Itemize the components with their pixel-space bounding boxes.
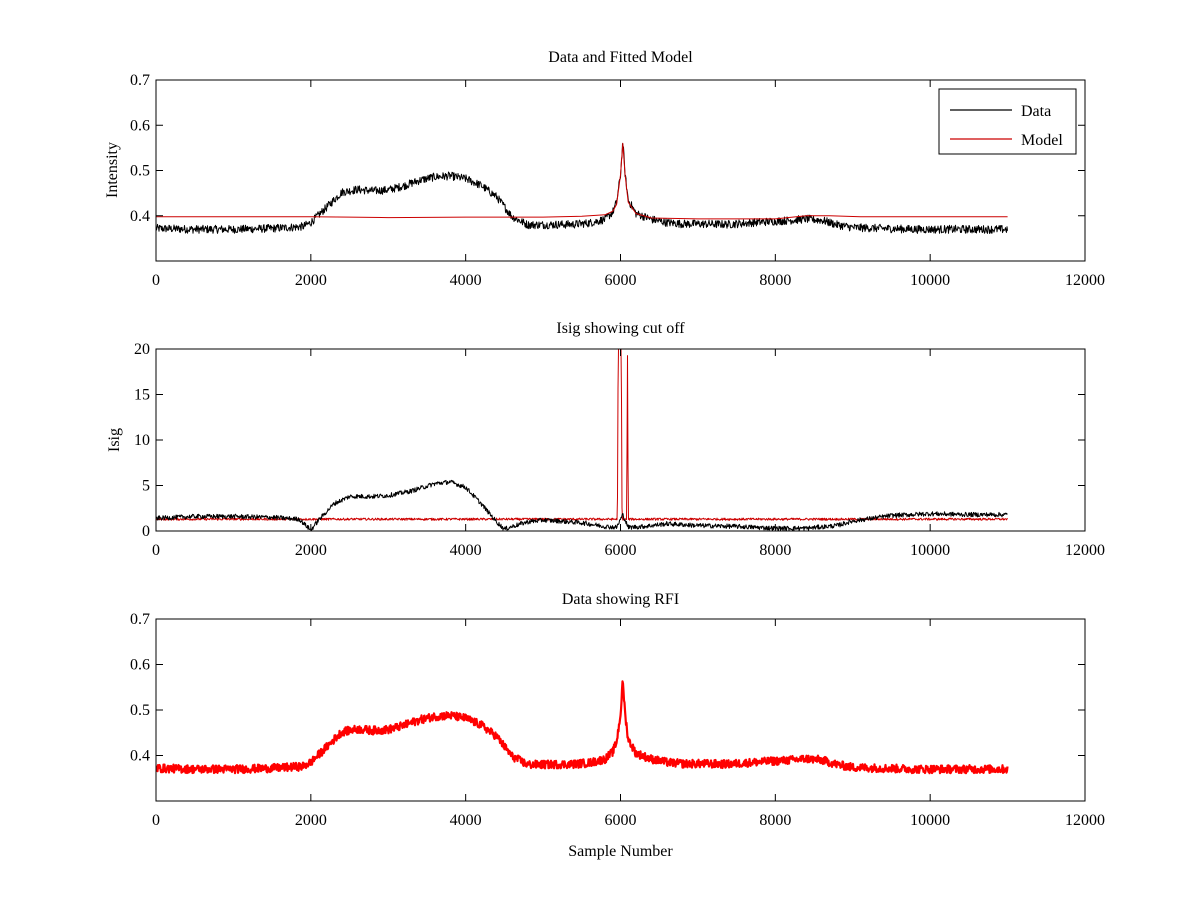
y-tick-label: 10	[134, 432, 150, 449]
legend-label-model: Model	[1021, 132, 1063, 149]
x-tick-label: 2000	[295, 272, 327, 289]
x-tick-label: 12000	[1065, 812, 1105, 829]
panel-data-showing-rfi: Data showing RFI 0 2000 4000 6000 8000 10000 1…	[130, 591, 1105, 860]
x-tick-label: 10000	[910, 812, 950, 829]
panel-title: Data showing RFI	[562, 591, 679, 608]
x-tick-label: 8000	[759, 812, 791, 829]
x-tick-label: 4000	[450, 542, 482, 559]
x-tick-label: 8000	[759, 542, 791, 559]
x-tick-label: 6000	[605, 272, 637, 289]
y-tick-label: 20	[134, 341, 150, 358]
y-tick-label: 0.7	[130, 611, 150, 628]
y-tick-label: 0.4	[130, 208, 150, 225]
axes-box	[155, 79, 1086, 262]
y-tick-label: 0.4	[130, 748, 150, 765]
x-tick-label: 0	[152, 542, 160, 559]
series-line-0	[156, 680, 1009, 775]
panel-title: Isig showing cut off	[556, 320, 685, 337]
y-tick-label: 0.7	[130, 72, 150, 89]
series-group	[156, 349, 1008, 531]
y-tick-label: 15	[134, 387, 150, 404]
x-tick-label: 10000	[910, 542, 950, 559]
y-tick-label: 0.5	[130, 163, 150, 180]
x-axis-label: Sample Number	[568, 843, 673, 860]
y-tick-label: 5	[142, 478, 150, 495]
y-axis-label: Isig	[106, 428, 123, 452]
x-tick-label: 6000	[605, 542, 637, 559]
y-tick-label: 0.6	[130, 117, 150, 134]
x-tick-label: 4000	[450, 812, 482, 829]
x-tick-label: 10000	[910, 272, 950, 289]
series-line-model	[156, 142, 1008, 220]
series-line-1	[156, 479, 1008, 531]
legend-box	[938, 88, 1077, 155]
y-tick-label: 0.6	[130, 657, 150, 674]
axes-box	[155, 348, 1086, 532]
axes-box	[155, 618, 1086, 802]
plot-area: 0 2000 4000 6000 8000 10000 12000 0 5 10 15 20	[134, 341, 1105, 559]
x-tick-label: 12000	[1065, 542, 1105, 559]
series-group	[156, 142, 1008, 234]
x-tick-label: 4000	[450, 272, 482, 289]
y-axis-label: Intensity	[104, 142, 121, 198]
y-tick-label: 0	[142, 523, 150, 540]
x-tick-label: 8000	[759, 272, 791, 289]
x-tick-label: 12000	[1065, 272, 1105, 289]
panel-title: Data and Fitted Model	[548, 49, 693, 66]
x-tick-label: 2000	[295, 542, 327, 559]
series-line-data	[156, 143, 1008, 234]
panel-data-and-fitted-model: Data and Fitted Model Intensity 0 2000 400…	[104, 49, 1105, 289]
legend: Data Model	[938, 88, 1077, 155]
x-tick-label: 0	[152, 812, 160, 829]
plot-area: 0 2000 4000 6000 8000 10000 12000 0.4 0.5 0.6 0.7	[130, 72, 1105, 289]
x-tick-label: 6000	[605, 812, 637, 829]
series-group	[156, 680, 1009, 775]
plot-area: 0 2000 4000 6000 8000 10000 12000 0.4 0.5 0.6 0.7	[130, 611, 1105, 829]
panel-isig-showing-cut-off: Isig showing cut off Isig 0 2000 4000 6000 8…	[106, 320, 1105, 559]
y-tick-label: 0.5	[130, 702, 150, 719]
legend-label-data: Data	[1021, 103, 1051, 120]
x-tick-label: 0	[152, 272, 160, 289]
x-tick-label: 2000	[295, 812, 327, 829]
